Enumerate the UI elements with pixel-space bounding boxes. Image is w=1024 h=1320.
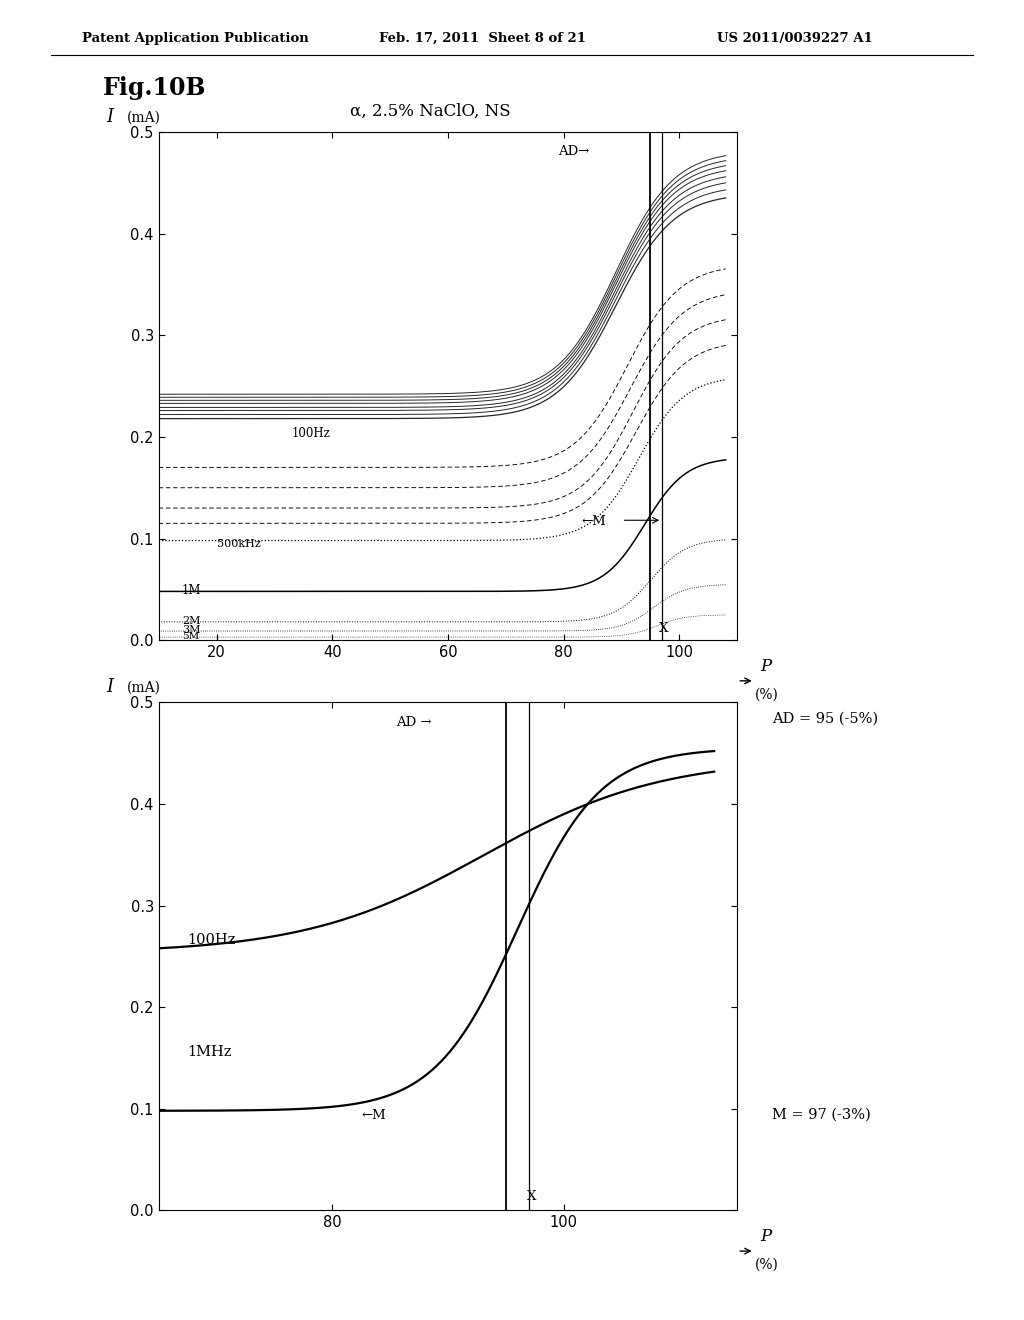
Text: ←M: ←M <box>361 1109 386 1122</box>
Text: (%): (%) <box>755 1258 778 1272</box>
Text: α, 2.5% NaClO, NS: α, 2.5% NaClO, NS <box>350 103 510 120</box>
Text: AD = 95 (-5%): AD = 95 (-5%) <box>772 711 879 726</box>
Text: P: P <box>761 657 771 675</box>
Text: X: X <box>526 1191 536 1204</box>
Text: 5M: 5M <box>182 632 199 642</box>
Text: P: P <box>761 1228 771 1245</box>
Text: I: I <box>106 678 114 696</box>
Text: 100Hz: 100Hz <box>292 426 331 440</box>
Text: Fig.10B: Fig.10B <box>102 77 206 100</box>
Text: 500kHz: 500kHz <box>217 539 260 549</box>
Text: Patent Application Publication: Patent Application Publication <box>82 32 308 45</box>
Text: I: I <box>106 108 114 125</box>
Text: 1M: 1M <box>182 585 202 598</box>
Text: (mA): (mA) <box>127 111 161 125</box>
Text: 3M: 3M <box>182 626 201 635</box>
Text: (mA): (mA) <box>127 681 161 696</box>
Text: X: X <box>659 622 669 635</box>
Text: Feb. 17, 2011  Sheet 8 of 21: Feb. 17, 2011 Sheet 8 of 21 <box>379 32 586 45</box>
Text: AD→: AD→ <box>558 145 589 158</box>
Text: 1MHz: 1MHz <box>187 1045 232 1059</box>
Text: AD →: AD → <box>396 715 431 729</box>
Text: (%): (%) <box>755 688 778 702</box>
Text: 2M: 2M <box>182 616 201 626</box>
Text: US 2011/0039227 A1: US 2011/0039227 A1 <box>717 32 872 45</box>
Text: 100Hz: 100Hz <box>187 933 236 948</box>
Text: M = 97 (-3%): M = 97 (-3%) <box>772 1107 870 1122</box>
Text: ←M: ←M <box>581 515 606 528</box>
